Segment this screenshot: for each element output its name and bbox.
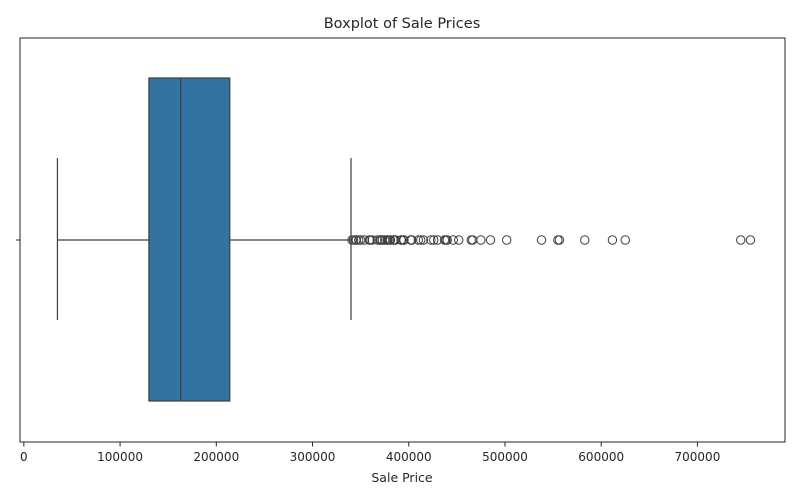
outlier-point: [429, 235, 439, 245]
outlier-point: [485, 235, 496, 245]
outlier-point: [745, 235, 756, 245]
outlier-point: [736, 235, 746, 245]
outlier-point: [385, 235, 396, 245]
outlier-point: [620, 235, 630, 245]
x-tick-label: 700000: [675, 450, 721, 464]
plot-area: [56, 77, 756, 402]
outlier-point: [536, 235, 547, 245]
x-tick-label: 0: [20, 450, 28, 464]
outlier-point: [426, 235, 436, 245]
outlier-point: [607, 235, 618, 245]
outlier-point: [580, 235, 590, 245]
x-tick-label: 400000: [386, 450, 432, 464]
x-tick-label: 200000: [193, 450, 239, 464]
outlier-point: [442, 235, 452, 245]
outlier-point: [476, 235, 486, 245]
outlier-point: [502, 235, 512, 245]
outlier-point: [448, 235, 458, 245]
outlier-point: [348, 235, 359, 245]
x-tick-label: 600000: [578, 450, 624, 464]
iqr-box: [148, 77, 231, 402]
x-axis-label: Sale Price: [371, 470, 433, 485]
outlier-point: [406, 235, 417, 245]
x-tick-label: 500000: [482, 450, 528, 464]
x-axis: 0 100000 200000 300000 400000 500000 600000 700…: [16, 37, 786, 464]
x-tick-label: 300000: [290, 450, 336, 464]
outlier-point: [372, 235, 382, 245]
outlier-point: [416, 235, 426, 245]
outlier-point: [413, 235, 424, 245]
outlier-point: [554, 235, 565, 245]
x-tick-label: 100000: [97, 450, 143, 464]
outlier-point: [454, 235, 464, 245]
chart-title: Boxplot of Sale Prices: [324, 16, 481, 32]
outlier-point: [418, 235, 429, 245]
outlier-point: [359, 235, 370, 245]
outlier-point: [399, 235, 409, 245]
